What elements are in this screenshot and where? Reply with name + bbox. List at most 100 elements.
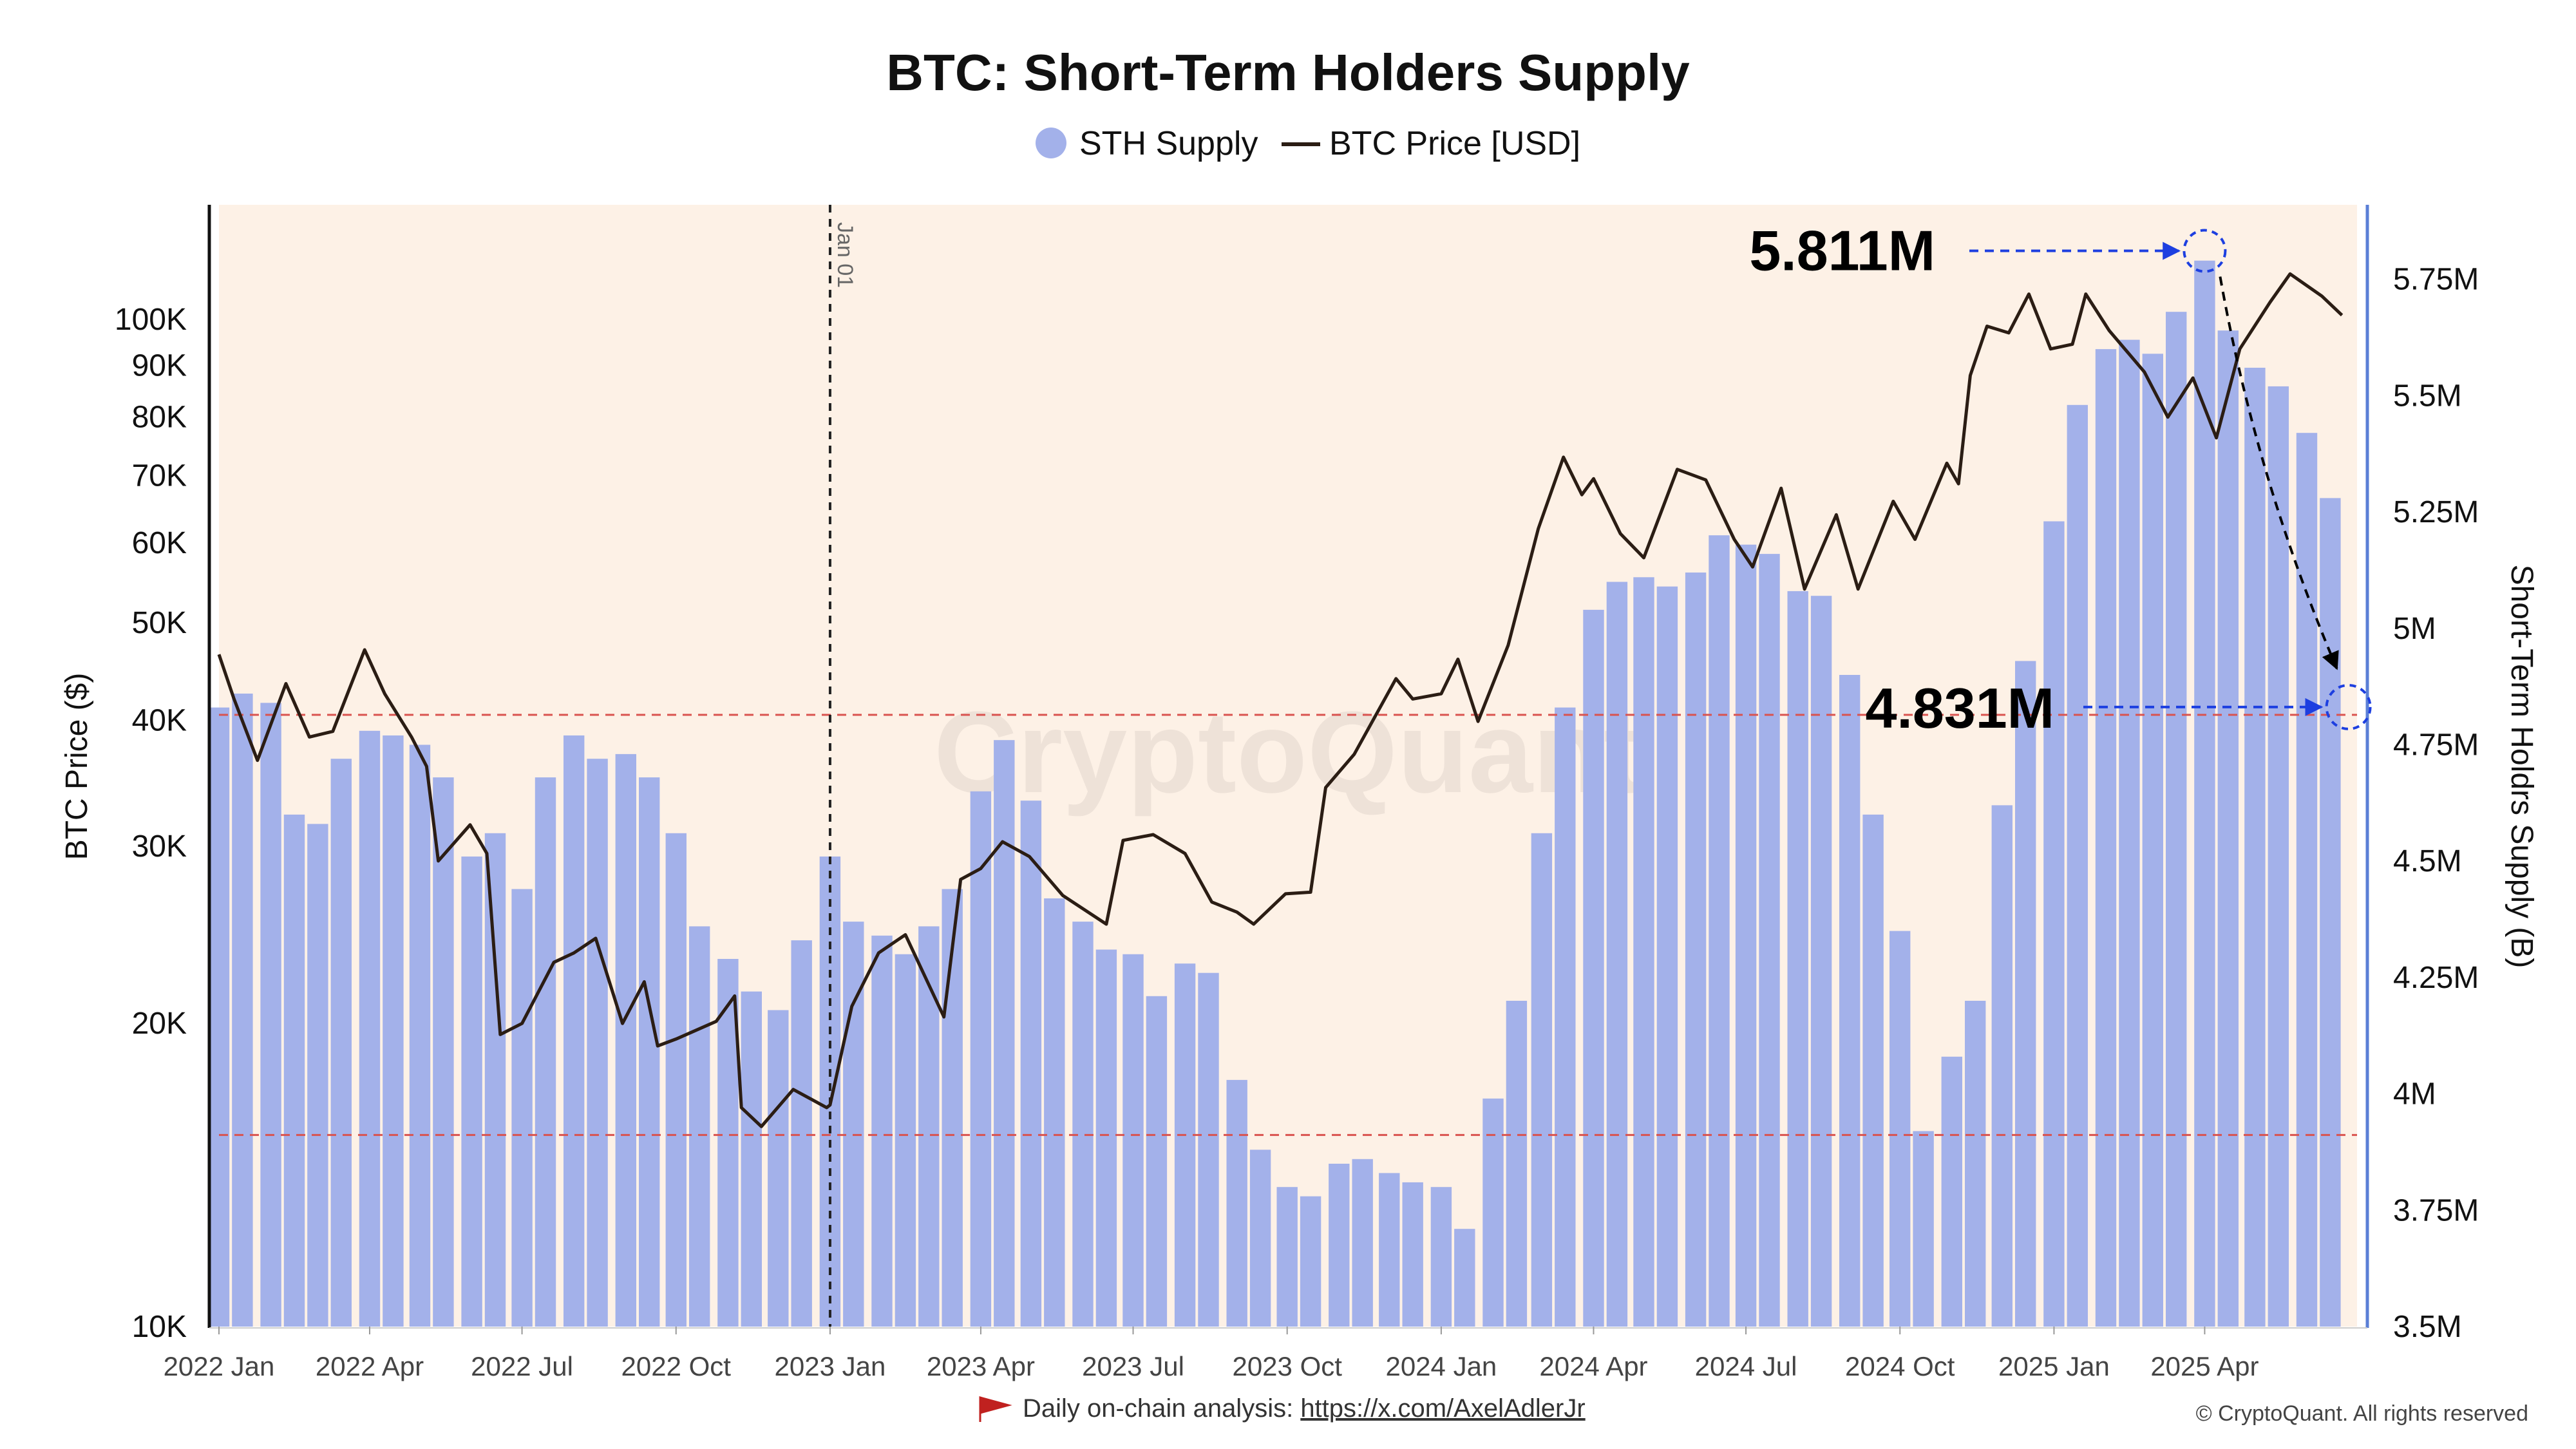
- x-tick-label: 2024 Oct: [1845, 1351, 1955, 1381]
- legend: STH Supply BTC Price [USD]: [1036, 125, 1580, 162]
- x-tick-label: 2024 Jan: [1385, 1351, 1497, 1381]
- watermark: CryptoQuant: [934, 688, 1642, 817]
- x-tick-label: 2022 Oct: [621, 1351, 732, 1381]
- sth-supply-bar: [1506, 1001, 1528, 1327]
- legend-sth-supply: STH Supply: [1079, 125, 1258, 162]
- left-axis-label: BTC Price ($): [60, 673, 94, 860]
- footer-text: Daily on-chain analysis: https://x.com/A…: [1023, 1394, 1586, 1423]
- sth-supply-bar: [2015, 661, 2036, 1327]
- sth-supply-bar: [2320, 498, 2341, 1327]
- sth-supply-bar: [2268, 386, 2289, 1327]
- left-tick-label: 60K: [132, 526, 187, 560]
- sth-supply-bar: [260, 703, 281, 1327]
- sth-supply-bar: [461, 857, 482, 1327]
- sth-supply-bar: [1685, 573, 1707, 1327]
- sth-supply-bar: [665, 833, 687, 1327]
- right-tick-label: 4.75M: [2393, 728, 2479, 762]
- sth-supply-bar: [2194, 260, 2215, 1327]
- sth-supply-bar: [409, 744, 431, 1327]
- x-tick-label: 2025 Apr: [2150, 1351, 2259, 1381]
- sth-supply-bar: [1198, 972, 1219, 1327]
- x-tick-label: 2022 Apr: [316, 1351, 424, 1381]
- sth-supply-bar: [1402, 1182, 1423, 1327]
- sth-supply-bar: [1555, 707, 1576, 1327]
- sth-supply-bar: [1352, 1159, 1373, 1327]
- right-tick-label: 4.25M: [2393, 961, 2479, 995]
- x-tick-label: 2023 Apr: [927, 1351, 1035, 1381]
- sth-supply-bar: [843, 922, 864, 1327]
- sth-supply-bar: [1941, 1056, 1962, 1327]
- sth-supply-bar: [1787, 591, 1808, 1327]
- left-tick-label: 40K: [132, 703, 187, 737]
- sth-supply-bar: [741, 991, 762, 1327]
- x-tick-label: 2025 Jan: [1998, 1351, 2110, 1381]
- left-tick-label: 80K: [132, 401, 187, 435]
- sth-supply-bar: [2142, 354, 2163, 1327]
- x-axis-ticks: 2022 Jan 2022 Apr 2022 Jul 2022 Oct 2023 Jan…: [164, 1327, 2259, 1381]
- sth-supply-bar: [1379, 1173, 1400, 1327]
- right-tick-label: 5.5M: [2393, 379, 2462, 413]
- sth-supply-bar: [1759, 554, 1780, 1327]
- sth-supply-bar: [1276, 1187, 1298, 1327]
- sth-supply-bar: [1329, 1164, 1350, 1327]
- sth-supply-bar: [1633, 577, 1654, 1327]
- sth-supply-bar: [871, 935, 893, 1327]
- sth-supply-bar: [1889, 931, 1911, 1327]
- annotations: 5.811M 4.831M: [1749, 219, 2372, 740]
- left-tick-label: 30K: [132, 829, 187, 864]
- sth-supply-bar: [1656, 586, 1678, 1327]
- sth-supply-bar: [970, 791, 992, 1327]
- annotation-decline-arrow: [2219, 276, 2339, 670]
- x-tick-label: 2024 Apr: [1539, 1351, 1647, 1381]
- sth-supply-bar: [535, 777, 556, 1327]
- sth-supply-bar: [768, 1010, 789, 1327]
- sth-supply-bar: [307, 824, 328, 1327]
- sth-supply-bar: [587, 759, 608, 1327]
- right-tick-label: 5.25M: [2393, 495, 2479, 529]
- sth-supply-bar: [1482, 1098, 1504, 1327]
- sth-supply-bar: [232, 694, 253, 1327]
- sth-supply-bar: [564, 735, 585, 1327]
- left-tick-label: 20K: [132, 1007, 187, 1041]
- sth-supply-bar: [2166, 312, 2187, 1327]
- sth-supply-bar: [1965, 1001, 1986, 1327]
- sth-supply-bar: [2067, 404, 2088, 1327]
- legend-dot-icon: [1036, 128, 1066, 158]
- sth-supply-bar: [689, 926, 710, 1327]
- x-tick-label: 2024 Jul: [1695, 1351, 1797, 1381]
- sth-supply-bar: [895, 954, 916, 1327]
- right-tick-label: 5.75M: [2393, 263, 2479, 297]
- sth-supply-bar: [1430, 1187, 1452, 1327]
- right-tick-label: 3.5M: [2393, 1310, 2462, 1344]
- sth-supply-bar: [2217, 330, 2239, 1327]
- sth-supply-bar: [1226, 1079, 1247, 1327]
- sth-supply-bar: [1249, 1150, 1271, 1327]
- footer-link[interactable]: https://x.com/AxelAdlerJr: [1300, 1394, 1585, 1423]
- sth-supply-bar: [1122, 954, 1144, 1327]
- sth-supply-bar: [1913, 1131, 1934, 1327]
- sth-supply-bar: [208, 707, 230, 1327]
- sth-supply-bar: [1044, 898, 1065, 1327]
- vertical-marker-label: Jan 01: [833, 222, 857, 288]
- flag-icon: [979, 1396, 1012, 1422]
- chart-title: BTC: Short-Term Holders Supply: [886, 44, 1690, 101]
- sth-supply-bar: [639, 777, 660, 1327]
- legend-btc-price: BTC Price [USD]: [1329, 125, 1580, 162]
- sth-supply-bar: [330, 759, 352, 1327]
- sth-supply-bar: [1072, 922, 1094, 1327]
- sth-supply-bar: [1454, 1229, 1475, 1327]
- annotation-peak-label: 5.811M: [1749, 219, 1935, 283]
- x-tick-label: 2023 Jul: [1082, 1351, 1184, 1381]
- left-tick-label: 10K: [132, 1310, 187, 1344]
- right-axis-label: Short-Term Holdrs Supply (B): [2505, 565, 2539, 969]
- sth-supply-bar: [1991, 805, 2012, 1327]
- sth-supply-bar: [2043, 521, 2065, 1327]
- x-tick-label: 2022 Jul: [471, 1351, 573, 1381]
- sth-supply-bar: [383, 735, 404, 1327]
- sth-supply-bar: [1583, 609, 1604, 1327]
- left-tick-label: 50K: [132, 606, 187, 640]
- sth-supply-bar: [2244, 368, 2266, 1327]
- sth-supply-bar: [918, 926, 940, 1327]
- sth-supply-bar: [1095, 949, 1117, 1327]
